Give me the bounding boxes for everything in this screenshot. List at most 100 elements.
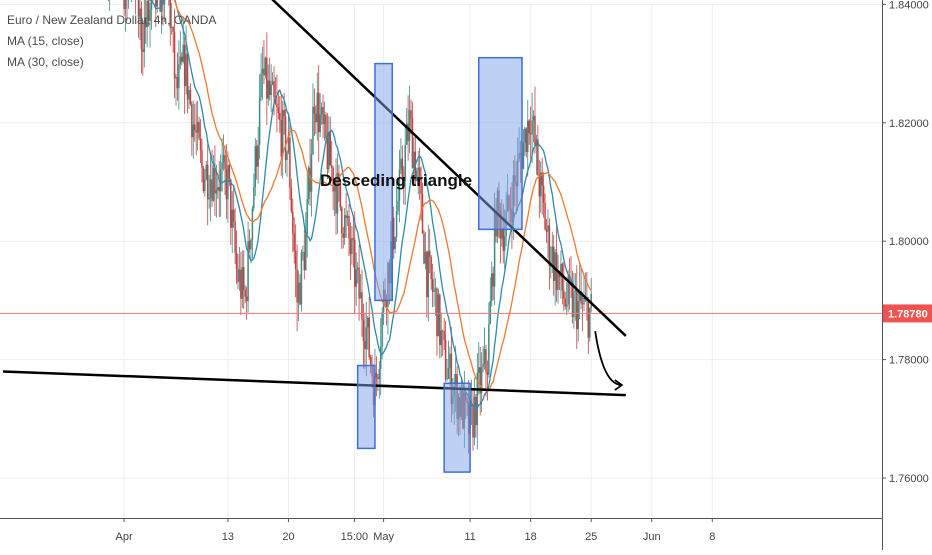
candle-body-167 <box>243 267 245 291</box>
candle-body-205 <box>297 282 300 303</box>
candle-body-235 <box>341 207 343 234</box>
candle-body-169 <box>245 296 248 302</box>
candle-body-135 <box>196 121 199 133</box>
candle-body-118 <box>172 27 174 33</box>
candle-body-122 <box>178 63 180 89</box>
candle-body-285 <box>413 151 415 169</box>
candle-body-140 <box>204 179 206 191</box>
candle-body-124 <box>181 56 183 62</box>
candle-body-194 <box>281 109 284 157</box>
candle-body-199 <box>289 137 291 188</box>
candle-body-326 <box>472 404 474 438</box>
candle-body-242 <box>351 238 353 255</box>
forecast-arrow-head <box>614 379 624 391</box>
candle-body-175 <box>254 146 257 188</box>
candle-body-338 <box>489 301 492 325</box>
candle-body-365 <box>528 120 530 134</box>
candle-body-245 <box>355 269 357 287</box>
candle-body-325 <box>470 404 473 407</box>
candle-body-222 <box>322 106 324 125</box>
candle-body-389 <box>563 290 565 299</box>
candle-body-277 <box>401 158 404 179</box>
candle-body-309 <box>447 368 450 379</box>
candle-body-197 <box>286 151 288 160</box>
candle-body-280 <box>405 123 408 145</box>
candle-body-310 <box>449 353 451 369</box>
candle-body-201 <box>292 211 294 234</box>
highlight-box-4[interactable] <box>478 56 523 231</box>
candle-body-143 <box>208 197 210 200</box>
candle-body-348 <box>503 236 506 251</box>
candle-body-193 <box>280 119 282 157</box>
candle-body-390 <box>564 298 566 307</box>
y-tick-label-1: 1.78000 <box>889 355 929 367</box>
candle-body-298 <box>431 279 434 292</box>
candle-body-158 <box>230 179 232 228</box>
candle-body-311 <box>450 353 453 405</box>
last-price-badge <box>883 304 932 323</box>
highlight-box-6[interactable] <box>443 382 471 473</box>
candle-body-157 <box>228 165 231 180</box>
candle-body-385 <box>557 270 559 290</box>
candle-body-228 <box>330 165 333 168</box>
y-tick-label-0: 1.76000 <box>889 473 929 485</box>
candle-body-184 <box>267 80 270 99</box>
candle-body-191 <box>277 107 280 113</box>
candle-body-204 <box>296 269 298 303</box>
candle-body-128 <box>186 53 189 100</box>
candle-body-334 <box>483 349 486 364</box>
candle-body-224 <box>325 114 327 138</box>
candle-body-230 <box>333 185 336 192</box>
candle-body-142 <box>206 164 209 200</box>
candle-body-181 <box>263 68 265 76</box>
candle-body-391 <box>565 304 568 307</box>
candle-body-97 <box>142 49 144 52</box>
candle-body-271 <box>392 217 395 250</box>
candle-body-367 <box>531 120 533 135</box>
candle-body-314 <box>454 374 457 387</box>
highlight-box-5[interactable] <box>356 364 376 450</box>
candle-body-150 <box>218 187 220 192</box>
candle-body-369 <box>534 115 536 146</box>
candle-body-273 <box>395 211 398 238</box>
upper-trendline[interactable] <box>29 0 627 337</box>
pattern-annotation: Desceding triangle <box>320 171 472 190</box>
candle-body-102 <box>149 9 151 22</box>
candle-body-172 <box>250 239 252 250</box>
x-axis-panel <box>0 518 882 550</box>
legend-symbol: Euro / New Zealand Dollar, 4h, OANDA <box>7 13 217 27</box>
candle-body-151 <box>219 169 222 192</box>
candle-body-279 <box>404 144 406 181</box>
candle-body-238 <box>345 215 347 218</box>
candle-body-262 <box>379 346 382 370</box>
forecast-arrow[interactable] <box>594 331 622 386</box>
candle-body-200 <box>290 187 293 212</box>
candle-body-95 <box>139 8 141 17</box>
candle-body-250 <box>362 320 365 342</box>
candle-body-282 <box>408 110 411 142</box>
candle-body-119 <box>173 32 176 79</box>
candle-body-332 <box>480 367 483 394</box>
x-tick-label-3: 15:00 <box>341 531 369 543</box>
candle-body-121 <box>176 76 179 89</box>
candle-body-234 <box>339 181 342 208</box>
candle-body-232 <box>336 173 339 214</box>
candle-body-162 <box>235 252 238 269</box>
candle-body-295 <box>427 250 430 298</box>
highlight-box-3[interactable] <box>374 62 394 302</box>
candle-body-290 <box>420 177 422 194</box>
lower-trendline[interactable] <box>2 370 626 397</box>
candle-body-144 <box>209 179 212 198</box>
candle-body-160 <box>232 209 235 222</box>
candle-body-221 <box>320 106 323 115</box>
candle-body-185 <box>268 80 271 95</box>
candle-body-364 <box>527 120 529 153</box>
candle-body-393 <box>568 276 571 283</box>
candle-body-407 <box>589 307 591 338</box>
candle-body-177 <box>257 144 259 167</box>
ma30-line <box>173 0 592 393</box>
x-tick-label-8: Jun <box>643 531 661 543</box>
candle-body-287 <box>416 170 418 181</box>
